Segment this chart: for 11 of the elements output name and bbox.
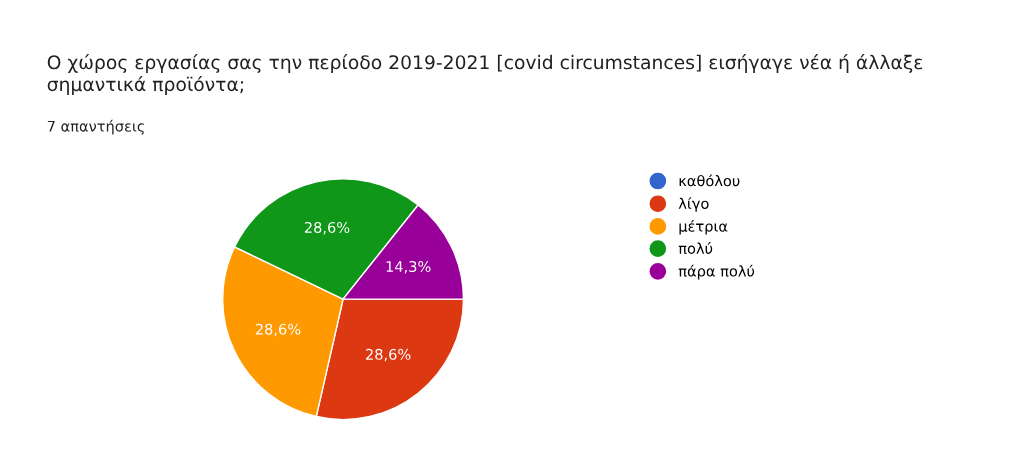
- legend-label: πολύ: [678, 242, 713, 254]
- data-label: 28,6%: [304, 221, 350, 235]
- legend-label: λίγο: [678, 197, 709, 212]
- data-label: 28,6%: [255, 323, 301, 337]
- legend-label: καθόλου: [679, 174, 740, 187]
- chart-title: Ο χώρος εργασίας σας την περίοδο 2019-2021 [covid circumstances] εισήγαγε νέα ή άλλαξε σημαντικά προϊόντα;: [47, 54, 923, 95]
- data-label: 28,6%: [366, 348, 411, 362]
- legend-label: μέτρια: [679, 219, 728, 235]
- legend-label: πάρα πολύ: [678, 264, 755, 280]
- text: 7 απαντήσεις: [47, 119, 144, 135]
- data-label: 14,3%: [386, 261, 431, 274]
